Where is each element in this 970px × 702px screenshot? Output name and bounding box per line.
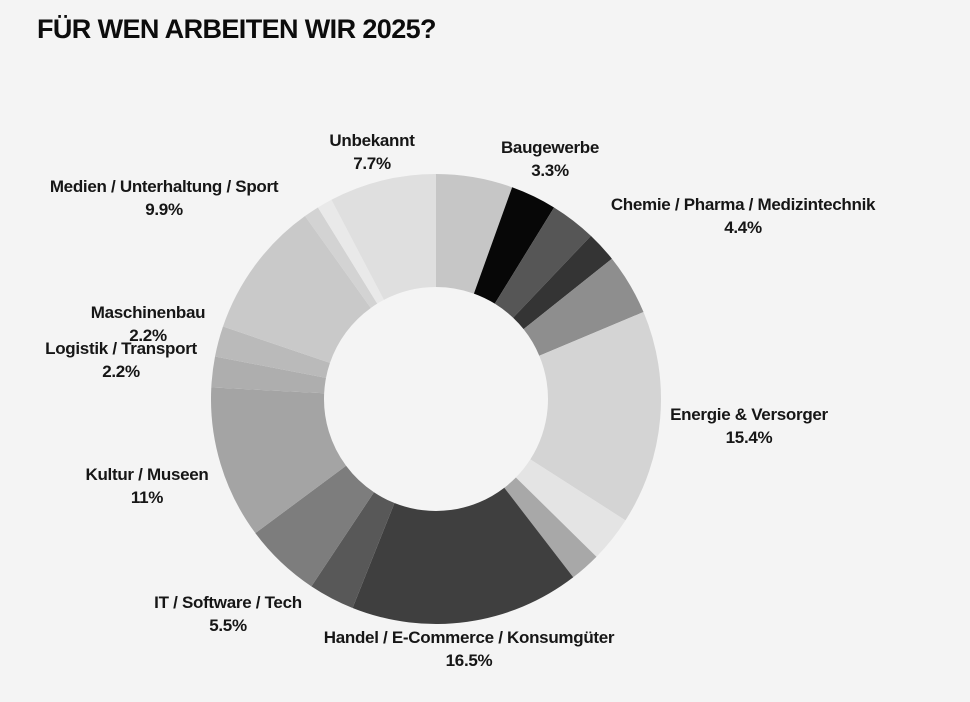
donut-segment-unlabeled [515, 459, 626, 557]
donut-segment-maschinenbau [215, 326, 330, 378]
donut-segment-logistik-transport [211, 356, 327, 394]
donut-segment-energie-versorger [530, 312, 662, 521]
donut-segment-unlabeled [317, 199, 384, 304]
donut-segment-unlabeled [504, 477, 597, 578]
donut-segment-kultur-museen [210, 387, 347, 534]
donut-segment-medien-unterhaltung-sport [222, 216, 371, 363]
donut-segment-handel-e-commerce-konsumg-ter [352, 487, 574, 625]
donut-segment-unlabeled [305, 207, 378, 308]
page-title: FÜR WEN ARBEITEN WIR 2025? [37, 14, 437, 44]
donut-segment-unlabeled [513, 235, 612, 330]
donut-segment-it-software-tech [255, 465, 374, 587]
donut-segment-unlabeled [311, 492, 395, 608]
donut-segment-unlabeled [436, 174, 513, 294]
donut-segment-baugewerbe [473, 187, 555, 304]
donut-segment-chemie-pharma-medizintechnik [523, 258, 644, 356]
donut-segment-unlabeled [494, 207, 591, 318]
donut-segment-unbekannt [331, 174, 436, 300]
